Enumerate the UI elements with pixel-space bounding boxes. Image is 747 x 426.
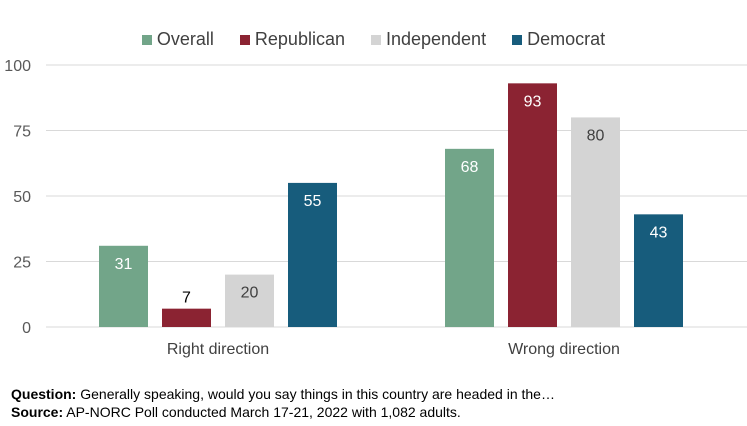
legend-label: Republican <box>254 29 345 49</box>
chart-legend: Overall Republican Independent Democrat <box>0 29 747 50</box>
x-tick-label: Right direction <box>167 341 269 358</box>
source-label: Source: <box>11 404 64 420</box>
data-label: 43 <box>650 224 668 241</box>
question-label: Question: <box>11 386 77 402</box>
data-label: 93 <box>524 93 542 110</box>
data-label: 7 <box>182 290 191 307</box>
x-tick-label: Wrong direction <box>508 341 620 358</box>
question-text: Generally speaking, would you say things… <box>80 386 555 402</box>
bar-overall <box>99 245 148 327</box>
y-tick-label: 75 <box>13 124 31 141</box>
bar-independent <box>225 274 274 327</box>
legend-label: Overall <box>156 29 214 49</box>
y-tick-label: 100 <box>4 58 31 75</box>
legend-swatch <box>512 34 523 45</box>
data-label: 55 <box>304 193 322 210</box>
bar-overall <box>445 148 494 327</box>
legend-swatch <box>239 34 250 45</box>
y-tick-label: 0 <box>22 320 31 337</box>
y-tick-label: 25 <box>13 255 31 272</box>
bar-democrat <box>288 182 337 327</box>
bar-democrat <box>634 214 683 327</box>
bar-republican <box>508 83 557 327</box>
legend-item: Republican <box>239 29 345 50</box>
legend-item: Democrat <box>512 29 605 50</box>
legend-swatch <box>141 34 152 45</box>
bar-chart: 0 25 50 75 100 31 7 20 55 Right direction 68 93 80 43… <box>4 58 747 358</box>
source-note: Source: AP-NORC Poll conducted March 17-… <box>11 404 461 420</box>
legend-swatch <box>370 34 381 45</box>
y-tick-label: 50 <box>13 189 31 206</box>
data-label: 68 <box>461 159 479 176</box>
legend-item: Overall <box>141 29 214 50</box>
data-label: 80 <box>587 127 605 144</box>
bar-independent <box>571 117 620 328</box>
source-text: AP-NORC Poll conducted March 17-21, 2022… <box>66 404 461 420</box>
data-label: 20 <box>241 285 259 302</box>
data-label: 31 <box>115 256 133 273</box>
legend-item: Independent <box>370 29 487 50</box>
legend-label: Independent <box>385 29 487 49</box>
bar-republican <box>162 308 211 327</box>
question-note: Question: Generally speaking, would you … <box>11 386 555 402</box>
legend-label: Democrat <box>527 29 606 49</box>
